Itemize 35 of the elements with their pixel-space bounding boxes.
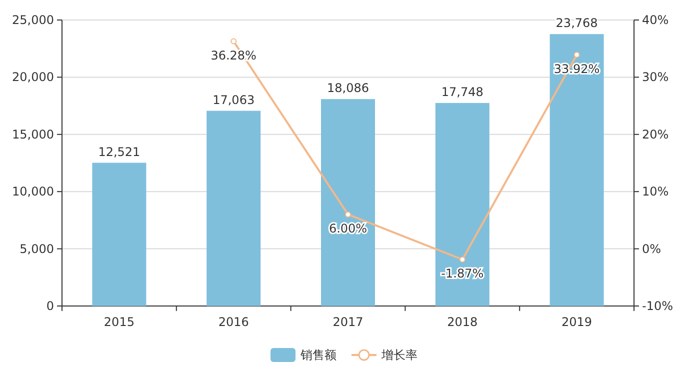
data-label: 23,768	[556, 16, 598, 30]
y-tick-label: 25,000	[12, 13, 54, 27]
bar	[206, 110, 261, 306]
y2-tick-label: 10%	[642, 184, 669, 199]
y-tick-label: 20,000	[12, 70, 54, 84]
data-label: 17,748	[441, 84, 484, 99]
y-tick-label: 0	[46, 299, 54, 313]
point	[574, 52, 580, 58]
data-label: 18,086	[327, 81, 369, 96]
legend-label: 增长率	[380, 348, 418, 362]
x-tick-label: 2015	[104, 315, 134, 329]
legend-label: 销售额	[300, 348, 336, 362]
y-tick-label: 5,000	[20, 242, 54, 256]
x-tick-label: 2019	[562, 315, 592, 329]
point	[230, 38, 237, 44]
bar	[435, 102, 490, 306]
point	[345, 211, 351, 218]
y2-tick-label: 0%	[642, 242, 662, 256]
data-label: 6.00%	[328, 221, 368, 236]
point	[459, 256, 466, 262]
y2-tick-label: 40%	[642, 13, 669, 27]
bar	[321, 99, 375, 306]
bar	[550, 34, 604, 306]
y-tick-label: 15,000	[12, 127, 54, 142]
y-tick-label: 10,000	[12, 184, 54, 199]
y2-tick-label: 30%	[642, 70, 669, 84]
x-tick-label: 2016	[218, 315, 249, 329]
data-label: 12,521	[98, 144, 140, 159]
y2-tick-label: 20%	[642, 127, 669, 142]
x-tick-label: 2018	[447, 315, 478, 329]
bar	[92, 162, 146, 306]
x-tick-label: 2017	[332, 315, 364, 329]
data-label: 17,063	[212, 92, 255, 107]
y2-tick-label: -10%	[642, 299, 674, 313]
data-label: -1.87%	[441, 266, 484, 280]
